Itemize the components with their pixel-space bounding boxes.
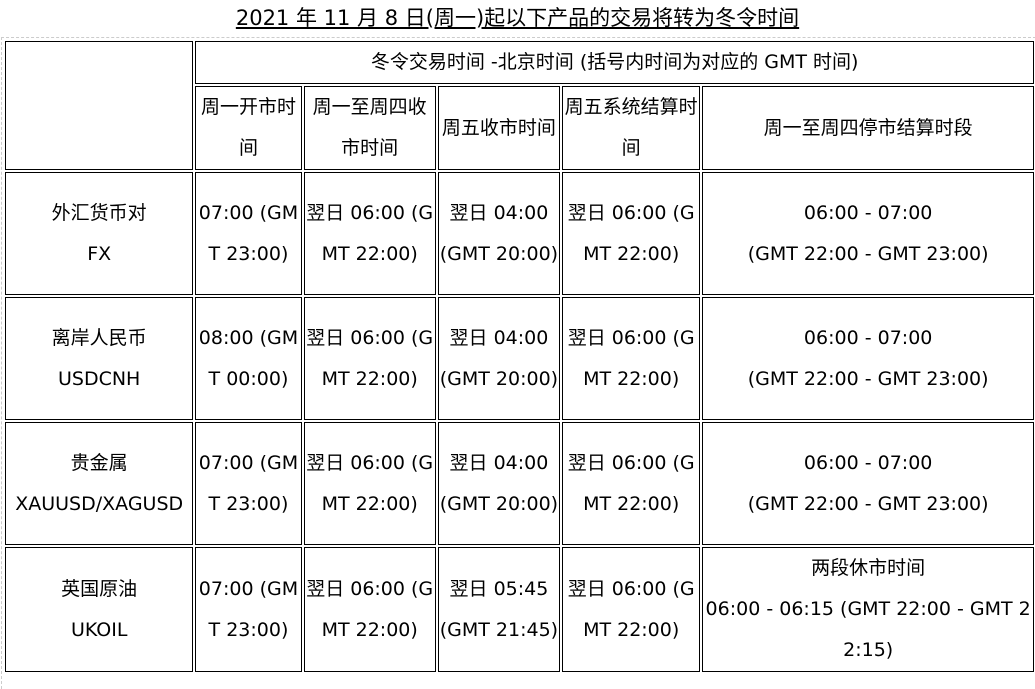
- schedule-table-container: 冬令交易时间 -北京时间 (括号内时间为对应的 GMT 时间) 周一开市时间 周…: [1, 37, 1035, 689]
- mon-thu-close-cell: 翌日 06:00 (GMT 22:00): [303, 547, 436, 672]
- friday-settlement-cell: 翌日 06:00 (GMT 22:00): [562, 547, 701, 672]
- halt-time: 06:00 - 07:00: [803, 451, 933, 474]
- friday-close-cell: 翌日 04:00 (GMT 20:00): [437, 422, 561, 545]
- product-code: XAUUSD/XAGUSD: [15, 492, 184, 515]
- friday-close-cell: 翌日 04:00 (GMT 20:00): [437, 172, 561, 295]
- friday-settlement-cell: 翌日 06:00 (GMT 22:00): [562, 297, 701, 420]
- monday-open-cell: 07:00 (GMT 23:00): [195, 172, 302, 295]
- header-monday-open: 周一开市时间: [195, 86, 302, 170]
- header-halt-period: 周一至周四停市结算时段: [702, 86, 1034, 170]
- product-name: 外汇货币对: [51, 201, 147, 224]
- halt-period-cell: 两段休市时间 06:00 - 06:15 (GMT 22:00 - GMT 22:…: [702, 547, 1034, 672]
- halt-time-gmt: (GMT 22:00 - GMT 23:00): [747, 367, 989, 390]
- mon-thu-close-cell: 翌日 06:00 (GMT 22:00): [303, 297, 436, 420]
- table-row: 外汇货币对 FX 07:00 (GMT 23:00) 翌日 06:00 (GMT …: [5, 172, 1034, 295]
- product-name: 英国原油: [61, 577, 138, 600]
- halt-time: 06:00 - 07:00: [803, 326, 933, 349]
- halt-period-cell: 06:00 - 07:00 (GMT 22:00 - GMT 23:00): [702, 422, 1034, 545]
- product-code: USDCNH: [57, 367, 141, 390]
- product-name: 离岸人民币: [51, 326, 147, 349]
- empty-corner-cell: [5, 41, 194, 170]
- monday-open-cell: 07:00 (GMT 23:00): [195, 422, 302, 545]
- halt-time: 06:00 - 07:00: [803, 201, 933, 224]
- halt-time-gmt: 06:00 - 06:15 (GMT 22:00 - GMT 22:15): [705, 598, 1031, 661]
- halt-time-gmt: (GMT 22:00 - GMT 23:00): [747, 492, 989, 515]
- product-name: 贵金属: [70, 451, 128, 474]
- monday-open-cell: 07:00 (GMT 23:00): [195, 547, 302, 672]
- mon-thu-close-cell: 翌日 06:00 (GMT 22:00): [303, 172, 436, 295]
- page-title: 2021 年 11 月 8 日(周一)起以下产品的交易将转为冬令时间: [0, 2, 1035, 34]
- schedule-table: 冬令交易时间 -北京时间 (括号内时间为对应的 GMT 时间) 周一开市时间 周…: [3, 39, 1035, 674]
- header-mon-thu-close: 周一至周四收市时间: [303, 86, 436, 170]
- product-code: UKOIL: [70, 618, 128, 641]
- halt-period-cell: 06:00 - 07:00 (GMT 22:00 - GMT 23:00): [702, 297, 1034, 420]
- header-friday-close: 周五收市时间: [437, 86, 561, 170]
- table-row: 英国原油 UKOIL 07:00 (GMT 23:00) 翌日 06:00 (GM…: [5, 547, 1034, 672]
- halt-period-cell: 06:00 - 07:00 (GMT 22:00 - GMT 23:00): [702, 172, 1034, 295]
- friday-close-cell: 翌日 05:45 (GMT 21:45): [437, 547, 561, 672]
- friday-close-cell: 翌日 04:00 (GMT 20:00): [437, 297, 561, 420]
- friday-settlement-cell: 翌日 06:00 (GMT 22:00): [562, 172, 701, 295]
- halt-time: 两段休市时间: [811, 557, 926, 579]
- product-cell: 外汇货币对 FX: [5, 172, 194, 295]
- mon-thu-close-cell: 翌日 06:00 (GMT 22:00): [303, 422, 436, 545]
- title-text: 2021 年 11 月 8 日(周一)起以下产品的交易将转为冬令时间: [235, 6, 800, 30]
- table-row: 贵金属 XAUUSD/XAGUSD 07:00 (GMT 23:00) 翌日 06…: [5, 422, 1034, 545]
- product-cell: 贵金属 XAUUSD/XAGUSD: [5, 422, 194, 545]
- halt-time-gmt: (GMT 22:00 - GMT 23:00): [747, 242, 989, 265]
- monday-open-cell: 08:00 (GMT 00:00): [195, 297, 302, 420]
- product-cell: 离岸人民币 USDCNH: [5, 297, 194, 420]
- table-row: 离岸人民币 USDCNH 08:00 (GMT 00:00) 翌日 06:00 (…: [5, 297, 1034, 420]
- product-code: FX: [87, 242, 112, 265]
- header-friday-settlement: 周五系统结算时间: [562, 86, 701, 170]
- header-group: 冬令交易时间 -北京时间 (括号内时间为对应的 GMT 时间): [195, 41, 1034, 84]
- friday-settlement-cell: 翌日 06:00 (GMT 22:00): [562, 422, 701, 545]
- product-cell: 英国原油 UKOIL: [5, 547, 194, 672]
